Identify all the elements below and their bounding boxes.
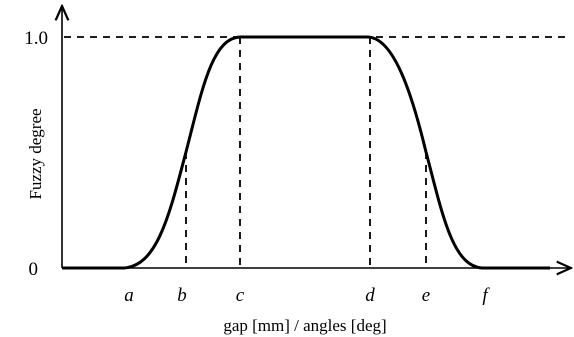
y-axis-title: Fuzzy degree xyxy=(26,108,45,199)
x-tick-b: b xyxy=(177,285,187,306)
y-label-top: 1.0 xyxy=(24,28,48,49)
x-tick-c: c xyxy=(236,285,245,306)
x-tick-a: a xyxy=(124,285,134,306)
x-tick-e: e xyxy=(422,285,430,306)
x-tick-d: d xyxy=(365,285,375,306)
x-tick-f: f xyxy=(482,285,490,306)
membership-curve xyxy=(62,35,550,270)
x-axis-title: gap [mm] / angles [deg] xyxy=(223,316,386,335)
y-label-bottom: 0 xyxy=(29,259,39,280)
